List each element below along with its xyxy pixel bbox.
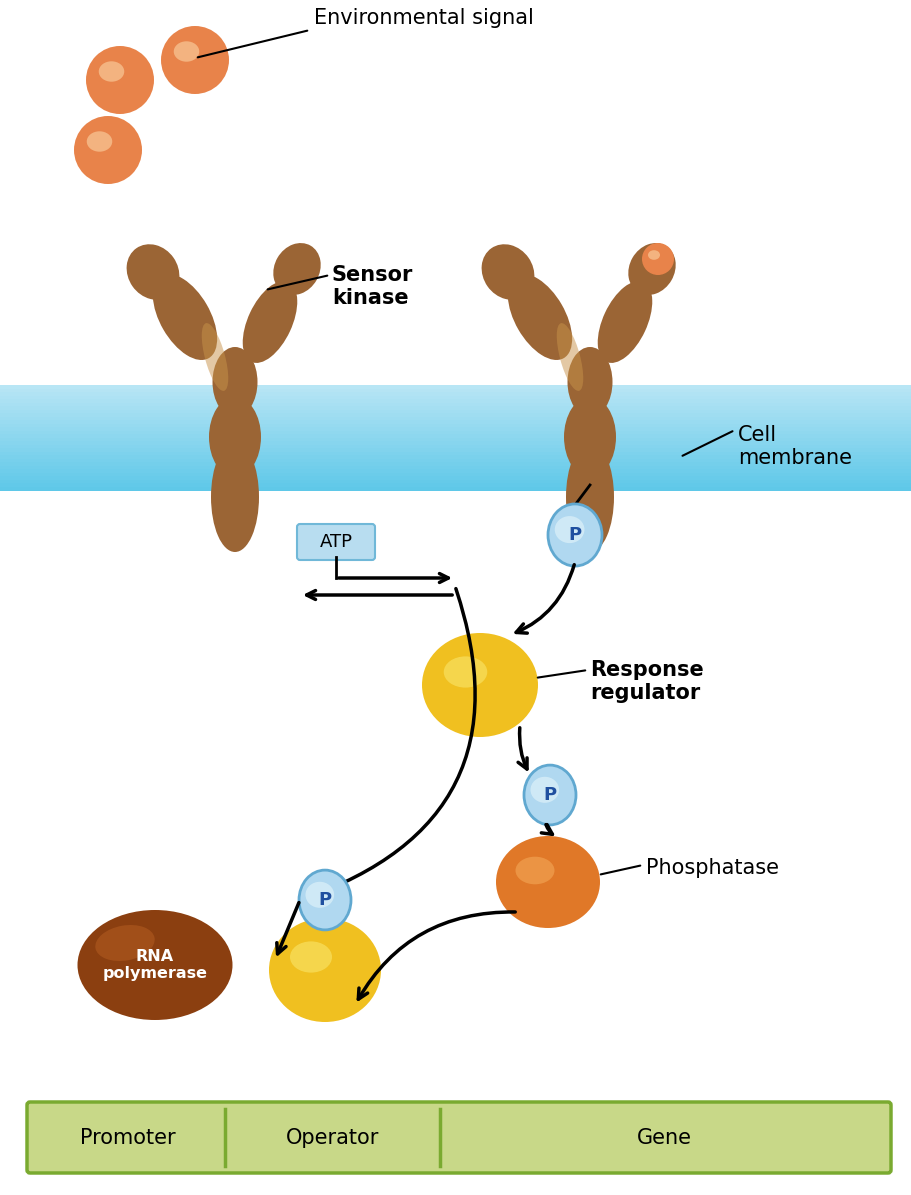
FancyBboxPatch shape — [0, 468, 911, 473]
FancyBboxPatch shape — [0, 423, 911, 428]
FancyBboxPatch shape — [0, 403, 911, 407]
FancyBboxPatch shape — [0, 476, 911, 480]
Ellipse shape — [567, 347, 612, 417]
FancyBboxPatch shape — [0, 466, 911, 470]
FancyBboxPatch shape — [0, 472, 911, 477]
Ellipse shape — [530, 777, 558, 803]
Text: Promoter: Promoter — [79, 1128, 175, 1147]
FancyBboxPatch shape — [0, 437, 911, 442]
FancyArrowPatch shape — [517, 728, 527, 770]
FancyBboxPatch shape — [0, 441, 911, 446]
FancyArrowPatch shape — [516, 565, 574, 633]
FancyBboxPatch shape — [0, 486, 911, 491]
FancyBboxPatch shape — [0, 417, 911, 421]
Ellipse shape — [174, 42, 199, 62]
Text: P: P — [543, 786, 556, 804]
Ellipse shape — [161, 26, 229, 94]
Ellipse shape — [86, 45, 154, 114]
Ellipse shape — [98, 61, 124, 81]
FancyBboxPatch shape — [27, 1102, 890, 1173]
Text: Response
regulator: Response regulator — [589, 660, 703, 703]
Ellipse shape — [269, 918, 381, 1022]
FancyBboxPatch shape — [297, 523, 374, 560]
FancyArrowPatch shape — [541, 825, 552, 834]
FancyBboxPatch shape — [0, 445, 911, 449]
Text: ATP: ATP — [319, 533, 353, 551]
Ellipse shape — [597, 281, 651, 363]
Text: RNA
polymerase: RNA polymerase — [102, 949, 208, 981]
FancyBboxPatch shape — [0, 406, 911, 411]
Ellipse shape — [95, 925, 155, 961]
Ellipse shape — [77, 911, 232, 1021]
Ellipse shape — [496, 836, 599, 929]
Ellipse shape — [87, 131, 112, 152]
FancyBboxPatch shape — [0, 434, 911, 439]
FancyBboxPatch shape — [0, 392, 911, 397]
FancyBboxPatch shape — [0, 419, 911, 424]
FancyBboxPatch shape — [0, 388, 911, 393]
Ellipse shape — [507, 274, 571, 360]
FancyBboxPatch shape — [0, 462, 911, 466]
FancyBboxPatch shape — [0, 427, 911, 431]
Ellipse shape — [209, 397, 261, 477]
Ellipse shape — [548, 504, 601, 566]
Ellipse shape — [628, 243, 675, 295]
FancyBboxPatch shape — [0, 430, 911, 435]
Text: Sensor
kinase: Sensor kinase — [332, 265, 413, 308]
FancyBboxPatch shape — [0, 459, 911, 462]
FancyArrowPatch shape — [302, 589, 475, 899]
FancyBboxPatch shape — [0, 385, 911, 390]
FancyBboxPatch shape — [0, 399, 911, 404]
Text: P: P — [318, 891, 332, 909]
FancyBboxPatch shape — [0, 452, 911, 456]
Ellipse shape — [556, 323, 583, 391]
Text: Operator: Operator — [285, 1128, 379, 1147]
Ellipse shape — [212, 347, 257, 417]
Ellipse shape — [422, 633, 537, 737]
Ellipse shape — [242, 281, 297, 363]
Ellipse shape — [444, 656, 486, 687]
FancyBboxPatch shape — [0, 455, 911, 460]
FancyBboxPatch shape — [0, 396, 911, 400]
FancyBboxPatch shape — [0, 483, 911, 488]
Ellipse shape — [290, 942, 332, 973]
Ellipse shape — [481, 244, 534, 300]
Ellipse shape — [305, 882, 333, 908]
Ellipse shape — [648, 250, 660, 259]
Ellipse shape — [299, 870, 351, 930]
FancyBboxPatch shape — [0, 448, 911, 453]
Ellipse shape — [273, 243, 321, 295]
Ellipse shape — [127, 244, 179, 300]
Ellipse shape — [153, 274, 217, 360]
Ellipse shape — [563, 397, 615, 477]
Ellipse shape — [74, 116, 142, 184]
Ellipse shape — [201, 323, 228, 391]
FancyBboxPatch shape — [0, 410, 911, 413]
FancyBboxPatch shape — [0, 413, 911, 417]
Text: Environmental signal: Environmental signal — [313, 8, 533, 27]
Ellipse shape — [566, 442, 613, 552]
Ellipse shape — [515, 857, 554, 884]
FancyBboxPatch shape — [0, 479, 911, 484]
Text: Gene: Gene — [636, 1128, 691, 1147]
Ellipse shape — [524, 765, 576, 825]
Ellipse shape — [641, 243, 673, 275]
Ellipse shape — [210, 442, 259, 552]
Text: Cell
membrane: Cell membrane — [737, 425, 851, 468]
Ellipse shape — [554, 516, 584, 543]
FancyArrowPatch shape — [276, 902, 299, 954]
Text: Phosphatase: Phosphatase — [645, 858, 778, 878]
Text: P: P — [568, 526, 581, 544]
FancyArrowPatch shape — [358, 912, 515, 999]
